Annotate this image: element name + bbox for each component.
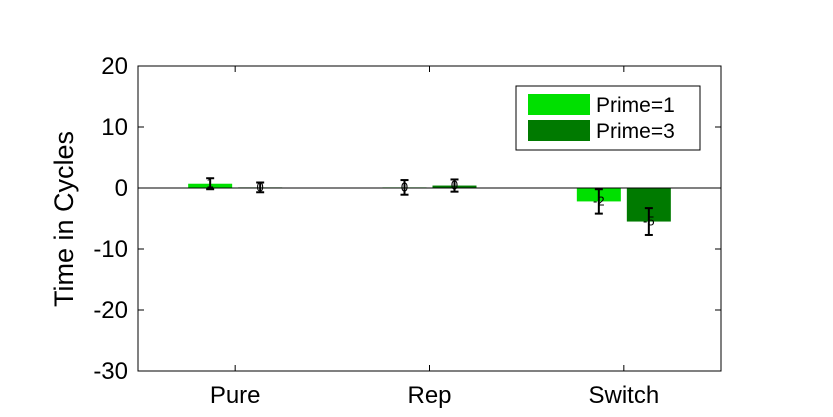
x-tick-label: Switch: [588, 382, 659, 409]
x-tick-label: Pure: [210, 382, 261, 409]
x-tick-label: Rep: [407, 382, 451, 409]
data-label: -2: [593, 193, 605, 208]
data-label: 0: [451, 178, 458, 193]
data-label: 1: [207, 176, 214, 191]
data-label: -5: [643, 214, 655, 229]
y-tick-label: 10: [101, 114, 128, 141]
legend-swatch: [528, 120, 590, 141]
data-label: 0: [257, 179, 264, 194]
legend: Prime=1 Prime=3: [515, 85, 701, 151]
y-tick-label: 20: [101, 53, 128, 80]
data-label: 0: [401, 179, 408, 194]
legend-label: Prime=3: [596, 120, 675, 143]
legend-swatch: [528, 94, 590, 115]
y-tick-label: -30: [93, 358, 128, 385]
y-axis-label: Time in Cycles: [49, 131, 79, 307]
y-tick-label: 0: [115, 175, 128, 202]
legend-label: Prime=1: [596, 94, 675, 117]
y-tick-label: -10: [93, 236, 128, 263]
y-tick-label: -20: [93, 297, 128, 324]
